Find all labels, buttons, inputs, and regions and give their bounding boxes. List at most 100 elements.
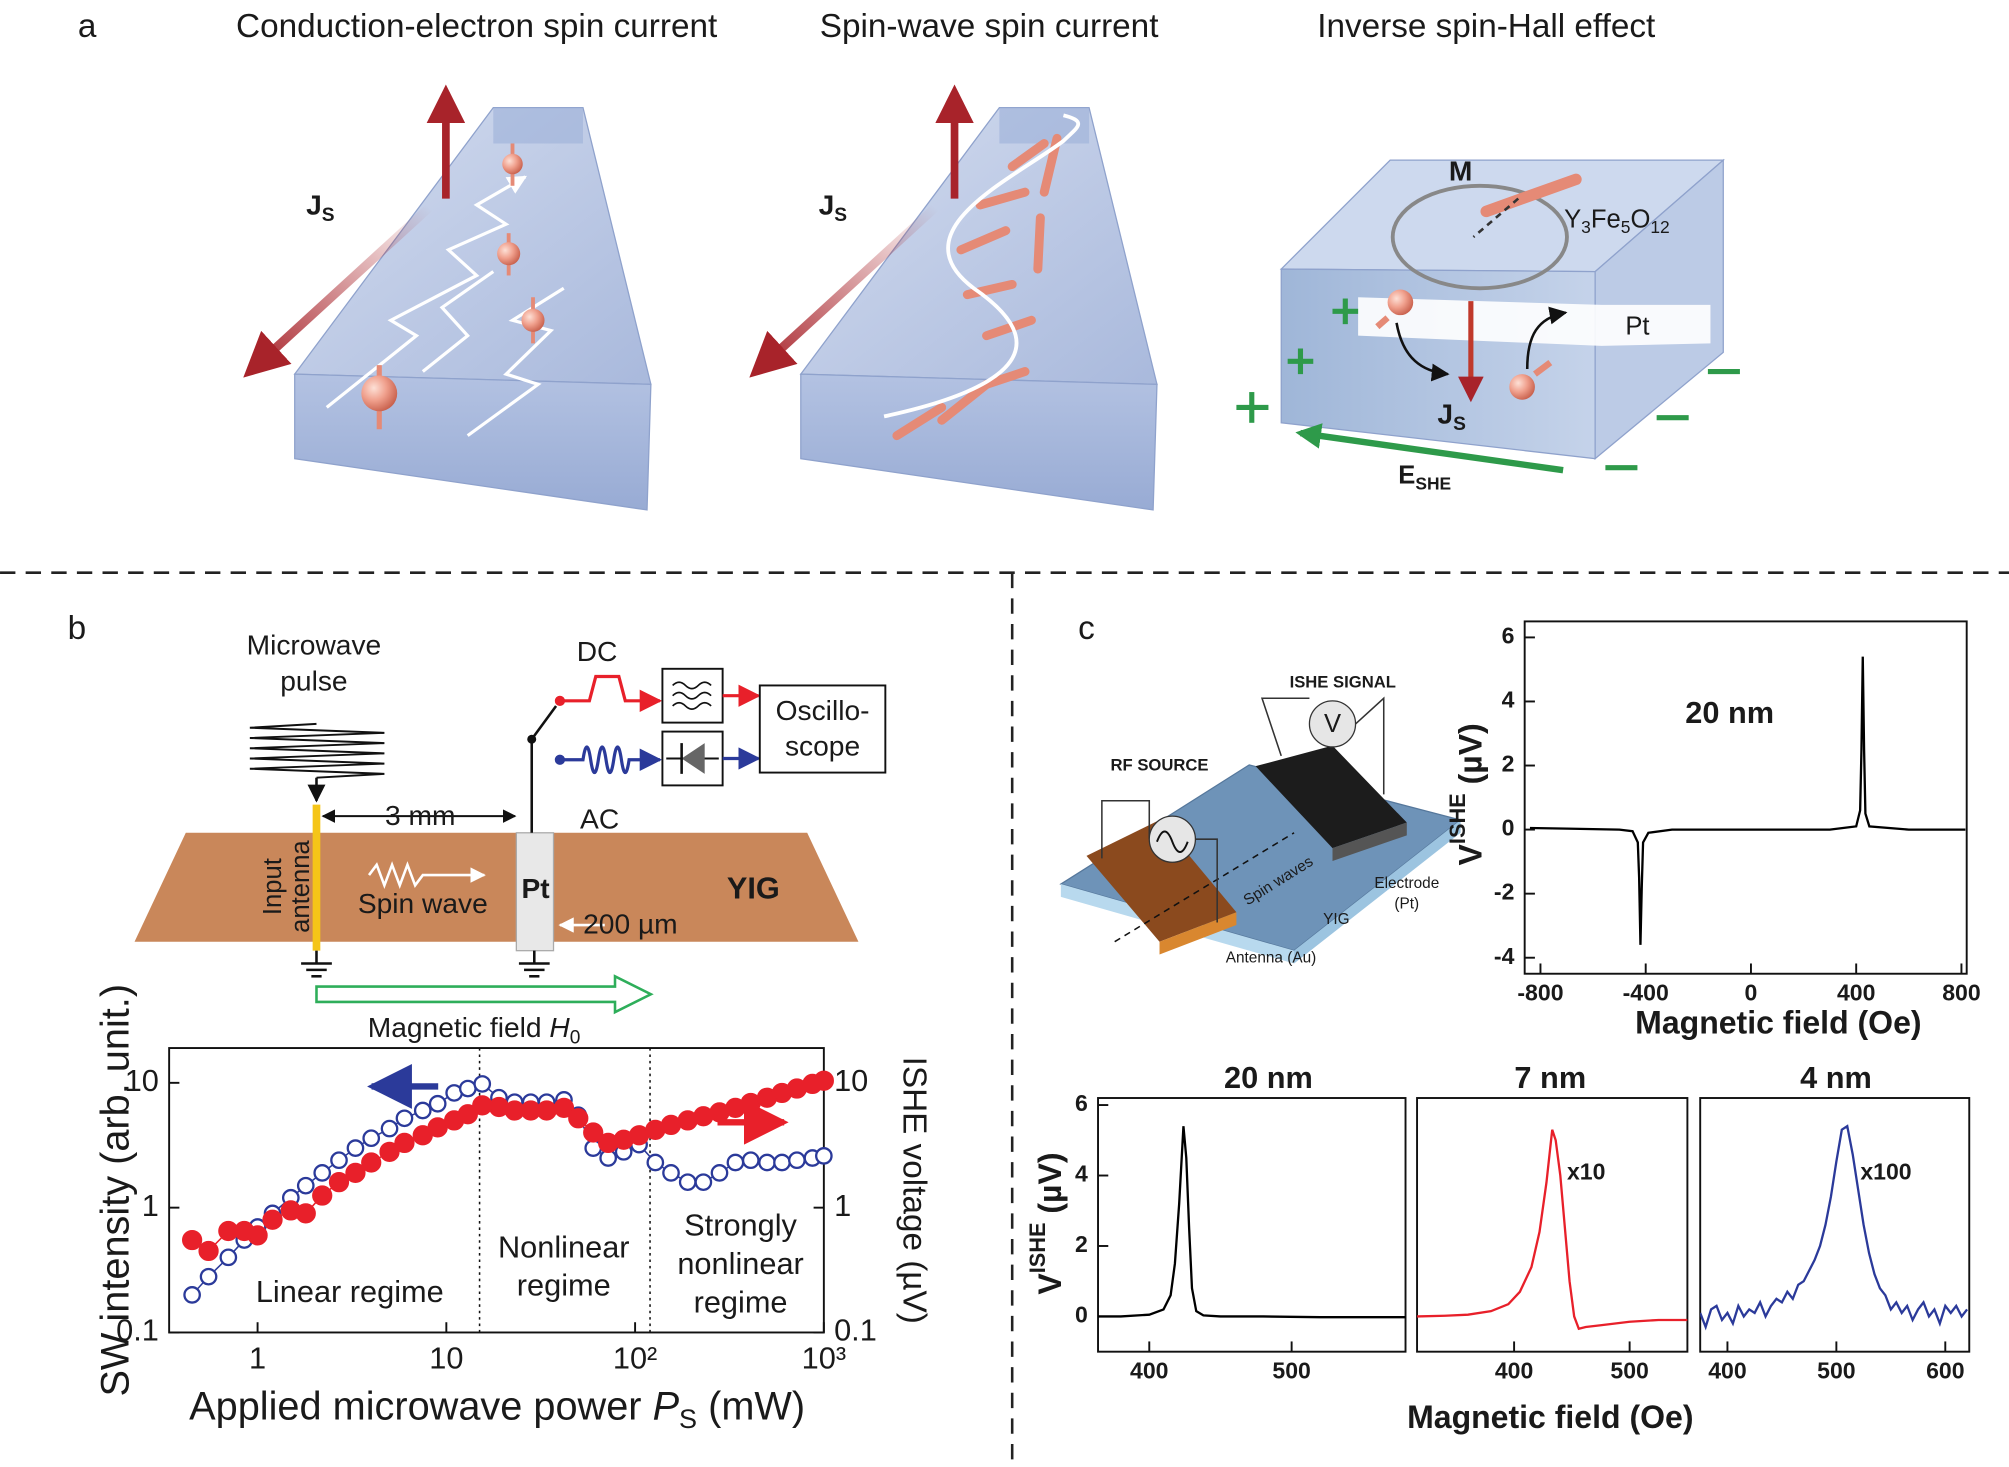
- text-part: P: [653, 1385, 680, 1429]
- data-point: [330, 1151, 348, 1170]
- y2-tick-label: 0.1: [834, 1313, 877, 1348]
- label: YIG: [1323, 911, 1349, 928]
- x-tick-label: 400: [1130, 1358, 1168, 1384]
- label: DC: [577, 635, 618, 667]
- scale-note: x100: [1860, 1159, 1911, 1185]
- label: Pt: [521, 872, 550, 904]
- x-tick-label: 0: [1745, 980, 1758, 1006]
- data-point: [198, 1240, 219, 1262]
- label: RF SOURCE: [1111, 756, 1209, 775]
- data-point: [345, 1162, 366, 1183]
- data-point: [362, 1129, 381, 1148]
- data-point: [815, 1147, 833, 1165]
- data-point: [660, 1114, 682, 1136]
- x-tick-label: 400: [1495, 1358, 1533, 1384]
- data-point: [710, 1164, 729, 1182]
- data-point: [219, 1248, 238, 1267]
- text-part: S: [834, 205, 847, 226]
- x-axis-label: Applied microwave power PS (mW): [189, 1385, 805, 1435]
- label: V: [1324, 710, 1341, 738]
- x-tick-label: -400: [1623, 980, 1669, 1006]
- data-point: [457, 1104, 478, 1125]
- data-point: [380, 1119, 399, 1138]
- data-point: [395, 1109, 414, 1128]
- text-part: 3: [1581, 217, 1591, 237]
- data-point: [788, 1151, 806, 1170]
- data-point: [199, 1267, 218, 1286]
- label: Input: [259, 858, 287, 915]
- y2-tick-label: 10: [834, 1063, 868, 1098]
- text-part: J: [1437, 398, 1453, 430]
- label: Antenna (Au): [1226, 949, 1317, 966]
- plot-frame: [1523, 620, 1968, 975]
- text-part: J: [306, 189, 322, 221]
- js-label: JS: [1437, 398, 1466, 435]
- label: pulse: [280, 664, 347, 696]
- label: YIG: [727, 871, 780, 906]
- data-point: [693, 1106, 714, 1127]
- y-tick-label: 6: [1075, 1090, 1088, 1116]
- data-point: [394, 1132, 415, 1154]
- y-tick-label: 4: [1075, 1161, 1088, 1187]
- y2-tick-label: 1: [834, 1188, 851, 1223]
- x-tick-label: 10: [429, 1340, 463, 1375]
- ishe-box: [1236, 158, 1740, 474]
- y-tick-label: 2: [1502, 751, 1515, 777]
- data-point: [568, 1108, 589, 1129]
- data-point: [346, 1139, 365, 1157]
- plot-area: [1417, 1129, 1688, 1331]
- panel-title: Conduction-electron spin current: [236, 8, 717, 45]
- y-tick-label: -2: [1494, 879, 1515, 905]
- text-part: V: [1033, 1273, 1069, 1295]
- data-point: [472, 1095, 493, 1116]
- device-diagram: [1059, 696, 1463, 964]
- x-tick-label: 1: [249, 1340, 266, 1375]
- text-part: E: [1398, 461, 1415, 489]
- label: Spin wave: [358, 887, 488, 919]
- text-part: J: [819, 189, 835, 221]
- scale-note: x10: [1567, 1159, 1605, 1185]
- x-tick-label: 10³: [802, 1340, 846, 1375]
- label: (Pt): [1394, 896, 1419, 913]
- text-part: SHE: [1415, 473, 1451, 493]
- js-label: JS: [306, 189, 335, 226]
- data-point: [247, 1225, 268, 1246]
- text-part: Y: [1564, 205, 1581, 233]
- label: ISHE SIGNAL: [1290, 672, 1396, 691]
- x-tick-label: 800: [1942, 980, 1980, 1006]
- data-point: [553, 1097, 575, 1119]
- data-point: [583, 1122, 604, 1143]
- data-point: [313, 1164, 332, 1182]
- plot-frame: [1416, 1097, 1689, 1353]
- plot-area: [1529, 656, 1966, 945]
- panel-title: Inverse spin-Hall effect: [1317, 8, 1655, 45]
- data-point: [295, 1203, 316, 1224]
- data-point: [813, 1070, 834, 1091]
- text-part: (mW): [697, 1385, 805, 1429]
- x-tick-label: 400: [1837, 980, 1875, 1006]
- x-tick-label: -800: [1517, 980, 1563, 1006]
- chart-title: 20 nm: [1685, 695, 1774, 730]
- data-point: [473, 1075, 492, 1093]
- text-part: O: [1630, 205, 1650, 233]
- y-axis-label: VISHE (µV): [1025, 1152, 1069, 1294]
- label: 200 µm: [583, 908, 678, 940]
- y-tick-label: 0.1: [116, 1313, 159, 1348]
- label: scope: [785, 730, 860, 762]
- data-point: [741, 1151, 760, 1170]
- regime-label: nonlinear: [677, 1246, 803, 1281]
- data-point: [758, 1153, 776, 1172]
- plot-frame: [1699, 1097, 1971, 1353]
- y-tick-label: 2: [1075, 1231, 1088, 1257]
- x-axis-label: Magnetic field (Oe): [1407, 1399, 1693, 1435]
- data-line: [1417, 1129, 1688, 1331]
- y-axis-label: VISHE (µV): [1445, 723, 1489, 865]
- text-part: ISHE: [1025, 1222, 1050, 1273]
- y2-axis-label: ISHE voltage (µV): [895, 1057, 932, 1324]
- panel-label: b: [68, 610, 87, 647]
- label: M: [1449, 154, 1472, 186]
- regime-label: Strongly: [684, 1208, 797, 1243]
- x-tick-label: 500: [1610, 1358, 1648, 1384]
- data-point: [662, 1164, 680, 1182]
